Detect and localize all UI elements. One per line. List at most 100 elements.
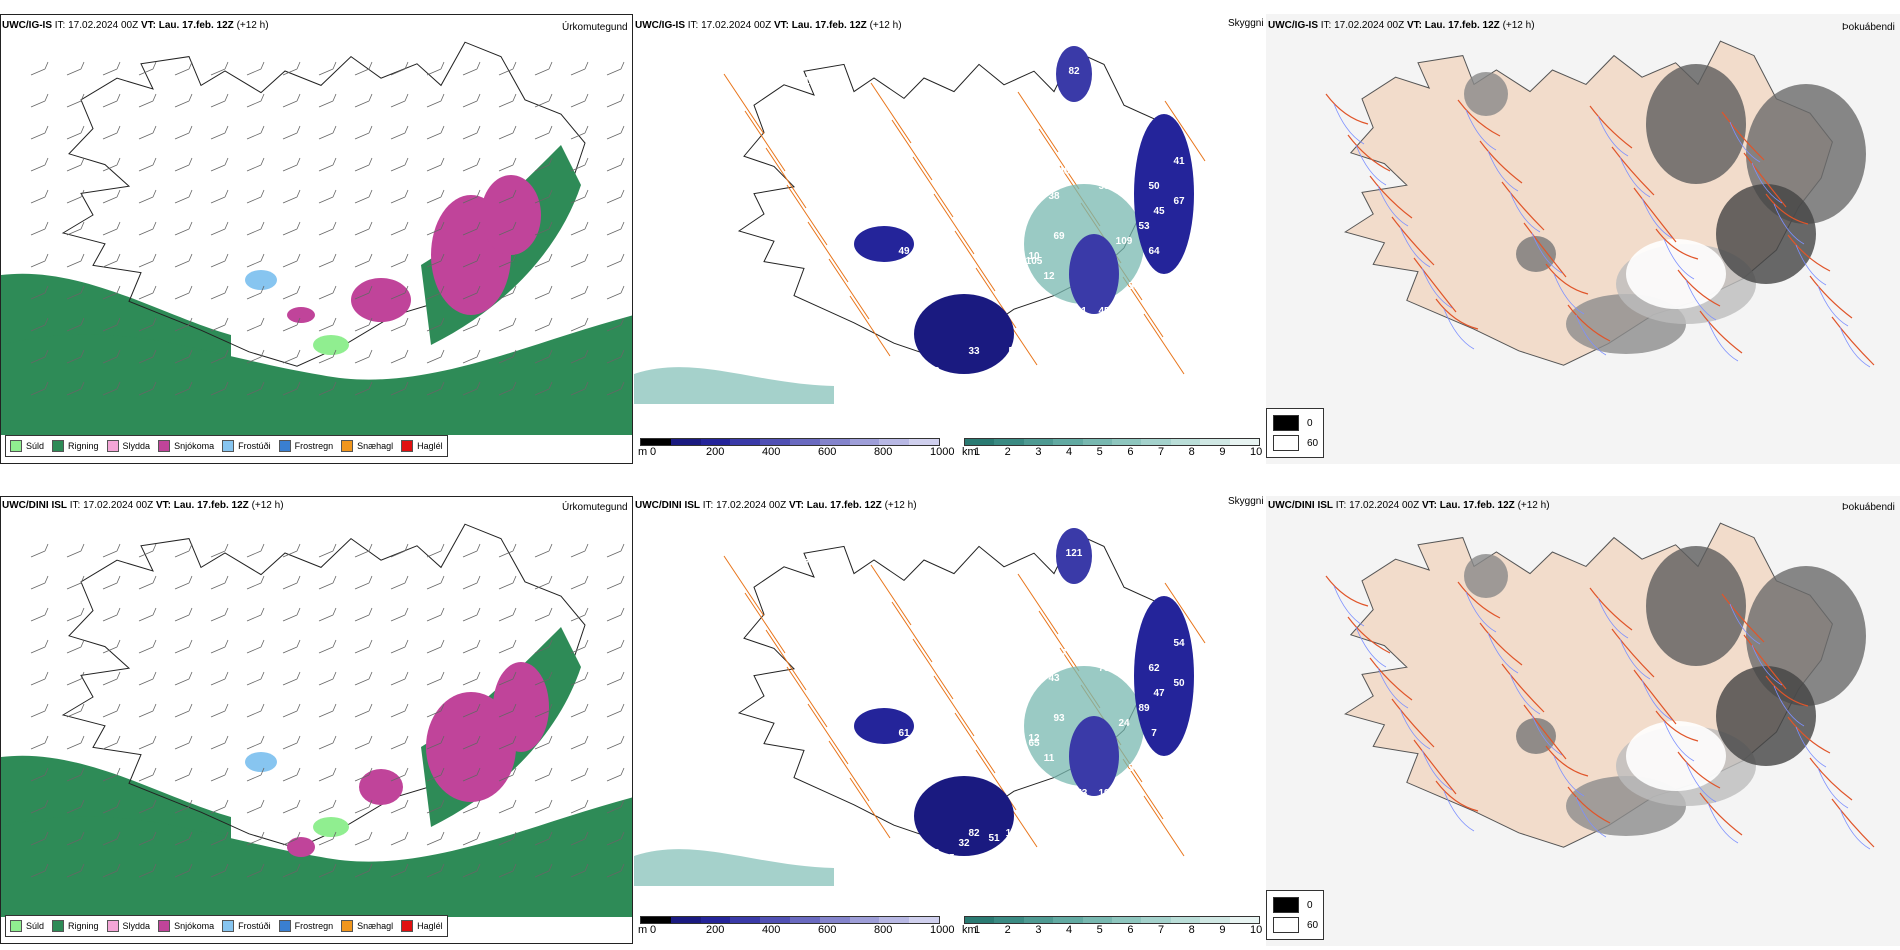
wind-barb <box>570 767 589 782</box>
river-line <box>1333 103 1365 145</box>
wind-barb <box>498 93 517 108</box>
river-line <box>1751 162 1783 204</box>
scale-segment <box>1053 439 1083 445</box>
scale-tick: 10 <box>1250 446 1263 458</box>
fog-map-2 <box>1266 496 1900 946</box>
wind-barb <box>138 575 157 590</box>
wind-barb <box>138 61 157 76</box>
road-line <box>975 749 1017 811</box>
visibility-value: 7 <box>1061 648 1067 659</box>
visibility-value: 89 <box>1138 703 1150 714</box>
vt-value: Lau. 17.feb. 12Z <box>1424 20 1500 31</box>
scale-segment <box>1200 439 1230 445</box>
wind-barb <box>390 735 409 750</box>
scale-segment <box>1112 917 1142 923</box>
wind-barb <box>282 285 301 300</box>
wind-barb <box>102 607 121 622</box>
wind-barb <box>462 317 481 332</box>
scale-tick: 1000 <box>930 924 955 936</box>
wind-barb <box>246 285 265 300</box>
precip-legend-item: Rigning <box>52 440 99 452</box>
road-line <box>1413 257 1457 313</box>
scale-tick: 7 <box>1158 924 1165 936</box>
precip-header-1: UWC/IG-IS IT: 17.02.2024 00Z VT: Lau. 17… <box>2 20 269 31</box>
snow-area <box>359 769 403 805</box>
fog-panel-1: 0 60 <box>1266 14 1900 464</box>
road-line <box>1589 587 1633 631</box>
wind-barb <box>570 703 589 718</box>
scale-tick: 3 <box>1035 446 1042 458</box>
precip-type-title-1: Úrkomutegund <box>562 22 628 33</box>
wind-barb <box>426 799 445 814</box>
visibility-value: 65 <box>1088 316 1100 327</box>
visibility-value: 35 <box>938 868 950 879</box>
legend-label: 60 <box>1307 919 1319 931</box>
wind-barb <box>174 735 193 750</box>
river-line <box>1641 197 1673 239</box>
wind-barb <box>606 671 625 686</box>
scale-segment <box>1141 439 1171 445</box>
wind-barb <box>570 349 589 364</box>
wind-barb <box>354 831 373 846</box>
wind-barb <box>102 221 121 236</box>
wind-barb <box>570 639 589 654</box>
model-name: UWC/DINI ISL <box>2 500 67 511</box>
legend-swatch <box>10 440 22 452</box>
wind-barb <box>498 863 517 878</box>
river-line <box>1817 767 1849 809</box>
legend-swatch <box>278 920 291 932</box>
wind-barb <box>138 317 157 332</box>
wind-barb <box>246 639 265 654</box>
visibility-value: 76 <box>883 276 895 287</box>
wind-barb <box>318 189 337 204</box>
wind-barb <box>462 285 481 300</box>
fog-header-1: UWC/IG-IS IT: 17.02.2024 00Z VT: Lau. 17… <box>1268 20 1535 31</box>
wind-barb <box>426 863 445 878</box>
river-line <box>1817 285 1849 327</box>
lead-time: (+12 h) <box>869 20 902 31</box>
wind-barb <box>210 125 229 140</box>
wind-barb <box>66 285 85 300</box>
wind-barb <box>30 317 49 332</box>
wind-barb <box>318 831 337 846</box>
road-line <box>786 184 828 246</box>
wind-barb <box>462 799 481 814</box>
road-line <box>954 712 996 774</box>
precip-type-title-2: Úrkomutegund <box>562 502 628 513</box>
road-line <box>1787 234 1831 272</box>
road-line <box>933 675 975 737</box>
wind-barb <box>570 317 589 332</box>
wind-barb <box>210 831 229 846</box>
wind-barb <box>462 93 481 108</box>
skyggni-label-2: Skyggni <box>1228 496 1264 507</box>
wind-barb <box>282 317 301 332</box>
wind-barb <box>318 863 337 878</box>
wind-barb <box>534 189 553 204</box>
river-line <box>1619 156 1651 198</box>
wind-barb <box>174 253 193 268</box>
visibility-value: 43 <box>1048 673 1060 684</box>
wind-barb <box>462 735 481 750</box>
wind-barb <box>570 543 589 558</box>
wind-barb <box>426 639 445 654</box>
wind-barb <box>390 671 409 686</box>
wind-barb <box>498 767 517 782</box>
wind-barb <box>174 93 193 108</box>
lead-time: (+12 h) <box>236 20 269 31</box>
river-line <box>1487 632 1519 674</box>
wind-barb <box>30 543 49 558</box>
precip-type-legend-2: Súld Rigning Slydda Snjókoma Frostúði Frostre… <box>5 915 448 937</box>
wind-barb <box>534 61 553 76</box>
wind-barb <box>102 575 121 590</box>
visibility-header-2: UWC/DINI ISL IT: 17.02.2024 00Z VT: Lau.… <box>635 500 917 511</box>
wind-barb <box>606 767 625 782</box>
road-line <box>1589 105 1633 149</box>
wind-barb <box>354 189 373 204</box>
visibility-value: 32 <box>958 838 970 849</box>
precip-legend-item: Frostregn <box>278 920 333 932</box>
precip-legend-item: Frostúði <box>222 440 271 452</box>
visibility-area-sea <box>634 367 834 404</box>
wind-barb <box>570 831 589 846</box>
wind-barb <box>30 607 49 622</box>
wind-barb <box>282 863 301 878</box>
